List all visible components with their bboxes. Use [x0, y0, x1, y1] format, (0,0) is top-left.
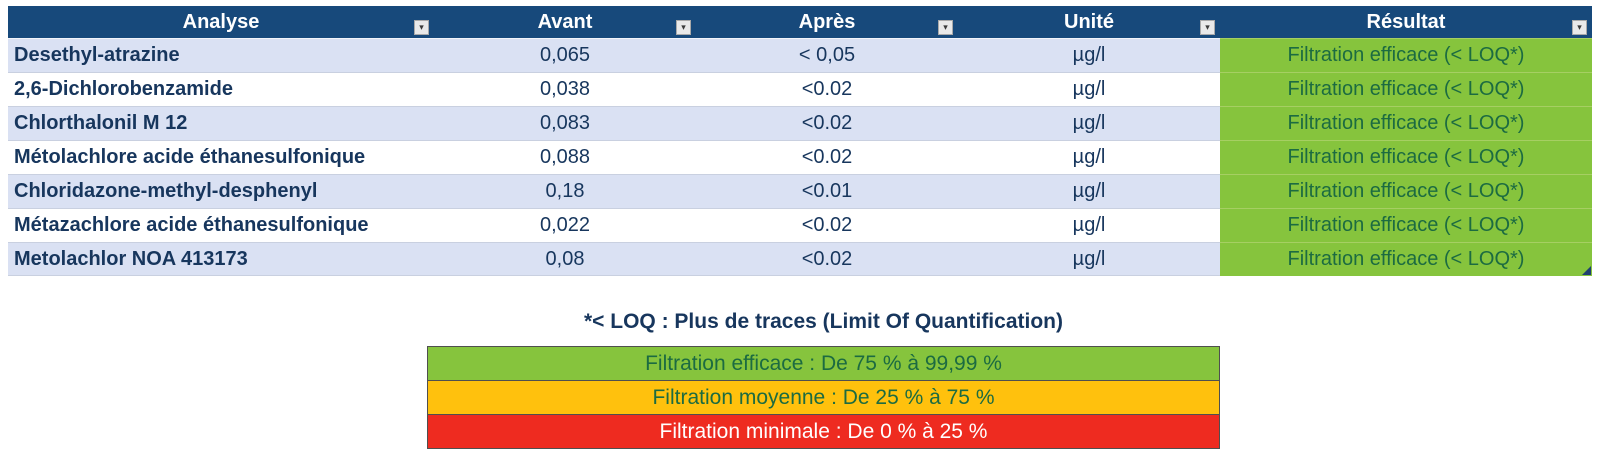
- resultat-cell[interactable]: Filtration efficace (< LOQ*): [1220, 140, 1592, 174]
- resultat-label: Filtration efficace (< LOQ*): [1287, 112, 1525, 134]
- avant-cell[interactable]: 0,08: [434, 242, 696, 276]
- unite-cell[interactable]: µg/l: [958, 38, 1220, 72]
- legend-bar[interactable]: Filtration minimale : De 0 % à 25 %: [427, 414, 1220, 449]
- column-header-label: Unité: [1064, 10, 1114, 33]
- avant-cell[interactable]: 0,18: [434, 174, 696, 208]
- analysis-table: Analyse ▾ Avant ▾ Après ▾ Unité ▾ Résult…: [8, 6, 1592, 276]
- avant-cell[interactable]: 0,038: [434, 72, 696, 106]
- loq-footnote: *< LOQ : Plus de traces (Limit Of Quanti…: [584, 310, 1063, 333]
- analyse-cell[interactable]: Métazachlore acide éthanesulfonique: [8, 208, 434, 242]
- table-row: Chlorthalonil M 12 0,083 <0.02 µg/l Filt…: [8, 106, 1592, 140]
- column-header-label: Analyse: [182, 10, 260, 33]
- column-header-label: Résultat: [1366, 10, 1446, 33]
- apres-cell[interactable]: <0.02: [696, 106, 958, 140]
- filter-dropdown-icon[interactable]: ▾: [938, 20, 953, 35]
- resultat-label: Filtration efficace (< LOQ*): [1287, 180, 1525, 202]
- analyse-cell[interactable]: Chlorthalonil M 12: [8, 106, 434, 140]
- filter-dropdown-icon[interactable]: ▾: [676, 20, 691, 35]
- analyse-cell[interactable]: 2,6-Dichlorobenzamide: [8, 72, 434, 106]
- filter-dropdown-icon[interactable]: ▾: [414, 20, 429, 35]
- unite-cell[interactable]: µg/l: [958, 242, 1220, 276]
- analyse-cell[interactable]: Chloridazone-methyl-desphenyl: [8, 174, 434, 208]
- table-row: Desethyl-atrazine 0,065 < 0,05 µg/l Filt…: [8, 38, 1592, 72]
- column-header-analyse[interactable]: Analyse ▾: [8, 6, 434, 38]
- table-resize-handle[interactable]: [1582, 266, 1591, 275]
- filter-dropdown-icon[interactable]: ▾: [1200, 20, 1215, 35]
- unite-cell[interactable]: µg/l: [958, 208, 1220, 242]
- table-body: Desethyl-atrazine 0,065 < 0,05 µg/l Filt…: [8, 38, 1592, 276]
- apres-cell[interactable]: <0.02: [696, 208, 958, 242]
- avant-cell[interactable]: 0,065: [434, 38, 696, 72]
- avant-cell[interactable]: 0,088: [434, 140, 696, 174]
- resultat-label: Filtration efficace (< LOQ*): [1287, 214, 1525, 236]
- column-header-label: Avant: [537, 10, 593, 33]
- avant-cell[interactable]: 0,022: [434, 208, 696, 242]
- table-row: 2,6-Dichlorobenzamide 0,038 <0.02 µg/l F…: [8, 72, 1592, 106]
- resultat-label: Filtration efficace (< LOQ*): [1287, 248, 1525, 270]
- resultat-cell[interactable]: Filtration efficace (< LOQ*): [1220, 38, 1592, 72]
- filtration-legend: Filtration efficace : De 75 % à 99,99 % F…: [427, 346, 1220, 449]
- resultat-cell[interactable]: Filtration efficace (< LOQ*): [1220, 174, 1592, 208]
- table-row: Chloridazone-methyl-desphenyl 0,18 <0.01…: [8, 174, 1592, 208]
- resultat-label: Filtration efficace (< LOQ*): [1287, 78, 1525, 100]
- table-header-row: Analyse ▾ Avant ▾ Après ▾ Unité ▾ Résult…: [8, 6, 1592, 38]
- unite-cell[interactable]: µg/l: [958, 72, 1220, 106]
- analyse-cell[interactable]: Desethyl-atrazine: [8, 38, 434, 72]
- column-header-label: Après: [798, 10, 856, 33]
- filter-dropdown-icon[interactable]: ▾: [1572, 20, 1587, 35]
- table-row: Métazachlore acide éthanesulfonique 0,02…: [8, 208, 1592, 242]
- resultat-label: Filtration efficace (< LOQ*): [1287, 146, 1525, 168]
- apres-cell[interactable]: <0.02: [696, 140, 958, 174]
- unite-cell[interactable]: µg/l: [958, 140, 1220, 174]
- table-row: Métolachlore acide éthanesulfonique 0,08…: [8, 140, 1592, 174]
- column-header-apres[interactable]: Après ▾: [696, 6, 958, 38]
- table-row: Metolachlor NOA 413173 0,08 <0.02 µg/l F…: [8, 242, 1592, 276]
- apres-cell[interactable]: <0.02: [696, 242, 958, 276]
- legend-bar[interactable]: Filtration efficace : De 75 % à 99,99 %: [427, 346, 1220, 381]
- column-header-resultat[interactable]: Résultat ▾: [1220, 6, 1592, 38]
- analyse-cell[interactable]: Métolachlore acide éthanesulfonique: [8, 140, 434, 174]
- apres-cell[interactable]: <0.02: [696, 72, 958, 106]
- resultat-label: Filtration efficace (< LOQ*): [1287, 44, 1525, 66]
- apres-cell[interactable]: < 0,05: [696, 38, 958, 72]
- avant-cell[interactable]: 0,083: [434, 106, 696, 140]
- resultat-cell[interactable]: Filtration efficace (< LOQ*): [1220, 208, 1592, 242]
- resultat-cell[interactable]: Filtration efficace (< LOQ*): [1220, 106, 1592, 140]
- analyse-cell[interactable]: Metolachlor NOA 413173: [8, 242, 434, 276]
- legend-bar[interactable]: Filtration moyenne : De 25 % à 75 %: [427, 380, 1220, 415]
- column-header-avant[interactable]: Avant ▾: [434, 6, 696, 38]
- unite-cell[interactable]: µg/l: [958, 106, 1220, 140]
- unite-cell[interactable]: µg/l: [958, 174, 1220, 208]
- column-header-unite[interactable]: Unité ▾: [958, 6, 1220, 38]
- apres-cell[interactable]: <0.01: [696, 174, 958, 208]
- resultat-cell[interactable]: Filtration efficace (< LOQ*): [1220, 242, 1592, 276]
- resultat-cell[interactable]: Filtration efficace (< LOQ*): [1220, 72, 1592, 106]
